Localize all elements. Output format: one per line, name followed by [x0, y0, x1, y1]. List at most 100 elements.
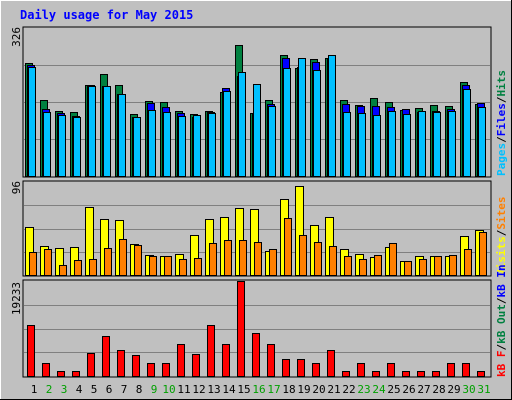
x-tick-label: 21: [327, 383, 340, 396]
sites-bar: [74, 260, 82, 276]
x-tick-label: 7: [121, 383, 128, 396]
legend-hits: Hits: [495, 70, 508, 97]
x-tick-label: 28: [432, 383, 445, 396]
pages-bar: [388, 111, 396, 177]
kbytes-bar: [42, 363, 50, 377]
kbytes-bar: [177, 344, 185, 377]
pages-bar: [448, 111, 456, 177]
sites-bar: [104, 248, 112, 276]
sites-bar: [239, 240, 247, 276]
kbytes-bar: [432, 371, 440, 377]
x-axis-day-labels: 1 2 3 4 5 6 7 8 9 10 11 12 13 14 15 16 17 18 19 20 21 22 23 24 2…: [31, 383, 491, 396]
sites-bar: [404, 261, 412, 276]
pages-bar: [133, 117, 141, 177]
chart-title: Daily usage for May 2015: [20, 8, 193, 22]
x-tick-label: 24: [372, 383, 386, 396]
kbytes-bar: [312, 363, 320, 377]
sites-bar: [254, 242, 262, 276]
kbytes-bar: [72, 371, 80, 377]
sites-bar: [329, 246, 337, 276]
pages-bar: [298, 58, 306, 177]
pages-bar: [193, 115, 201, 177]
pages-bar: [403, 114, 411, 177]
pages-bar: [178, 116, 186, 177]
x-tick-label: 31: [477, 383, 490, 396]
pages-bar: [253, 84, 261, 177]
kbytes-bar: [147, 363, 155, 377]
x-tick-label: 25: [387, 383, 400, 396]
pages-bar: [343, 112, 351, 177]
pages-bar: [58, 115, 66, 177]
sites-bar: [59, 265, 67, 276]
kbytes-bar: [297, 359, 305, 377]
kbytes-bar: [327, 350, 335, 377]
pages-bar: [88, 86, 96, 177]
pages-bar: [463, 89, 471, 177]
legend-separator-2: /: [495, 96, 508, 103]
kbytes-bar: [57, 371, 65, 377]
sites-bar: [179, 259, 187, 276]
x-tick-label: 14: [222, 383, 236, 396]
legend-pages: Pages: [495, 143, 508, 176]
x-tick-label: 26: [402, 383, 415, 396]
sites-bar: [284, 218, 292, 276]
kbytes-ymax-label: 19233: [10, 282, 23, 315]
pages-bar: [43, 112, 51, 177]
kbytes-bar: [117, 350, 125, 377]
sites-bar: [419, 259, 427, 276]
kbytes-bar: [447, 363, 455, 377]
kbytes-bar: [237, 281, 245, 377]
x-tick-label: 19: [297, 383, 310, 396]
legend-separator-4: /: [495, 344, 508, 351]
x-tick-label: 12: [192, 383, 205, 396]
sites-bar: [464, 249, 472, 276]
legend-sites: Sites: [495, 197, 508, 230]
x-tick-label: 27: [417, 383, 430, 396]
kbytes-bar: [477, 371, 485, 377]
sites-bar: [389, 243, 397, 276]
pages-bar: [433, 112, 441, 177]
sites-bar: [299, 235, 307, 276]
legend-files: Files: [495, 103, 508, 136]
sites-bar: [434, 256, 442, 276]
sites-bar: [224, 240, 232, 276]
sites-bar: [374, 255, 382, 276]
legend-hits-panel: Pages/Files/Hits: [495, 70, 508, 176]
legend-separator-3: /: [495, 229, 508, 236]
sites-bar: [164, 256, 172, 276]
bar-marks: [25, 45, 487, 377]
x-tick-label: 8: [136, 383, 143, 396]
hits-ymax-label: 326: [10, 27, 23, 47]
x-tick-label: 9: [151, 383, 158, 396]
legend-separator-5: /: [495, 297, 508, 304]
sites-bar: [119, 239, 127, 276]
x-tick-label: 23: [357, 383, 370, 396]
kbytes-bar: [402, 371, 410, 377]
kbytes-bar: [387, 363, 395, 377]
sites-bar: [149, 256, 157, 276]
pages-bar: [268, 106, 276, 177]
sites-bar: [359, 259, 367, 276]
pages-bar: [208, 113, 216, 177]
kbytes-bar: [192, 354, 200, 377]
pages-bar: [73, 117, 81, 177]
pages-bar: [223, 91, 231, 177]
kbytes-bar: [282, 359, 290, 377]
legend-separator-1: /: [495, 136, 508, 143]
x-tick-label: 16: [252, 383, 265, 396]
pages-bar: [163, 112, 171, 177]
sites-bar: [89, 259, 97, 276]
x-tick-label: 15: [237, 383, 250, 396]
kbytes-bar: [102, 336, 110, 377]
pages-bar: [358, 113, 366, 177]
sites-bar: [29, 252, 37, 276]
sites-bar: [209, 243, 217, 276]
kbytes-bar: [357, 363, 365, 377]
x-tick-label: 18: [282, 383, 295, 396]
x-tick-label: 10: [162, 383, 175, 396]
x-tick-label: 5: [91, 383, 98, 396]
pages-bar: [148, 110, 156, 177]
legend-visits: Visits: [495, 236, 508, 276]
pages-bar: [238, 72, 246, 177]
